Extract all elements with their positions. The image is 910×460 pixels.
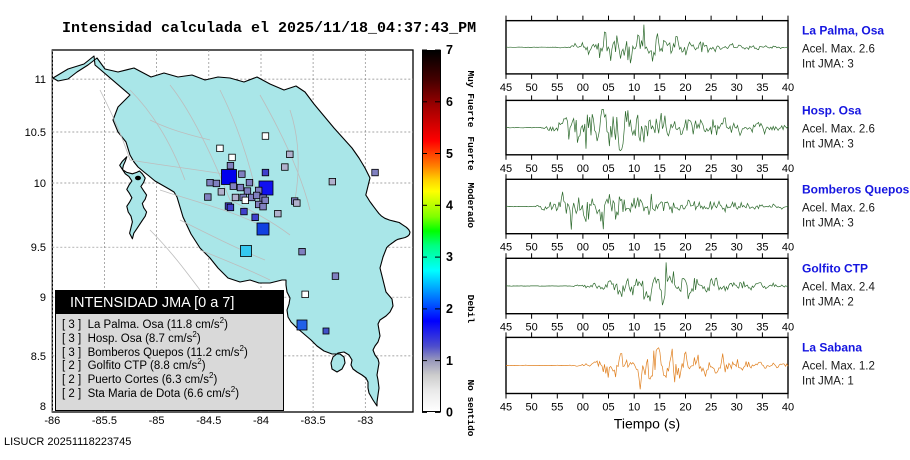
svg-text:35: 35 (756, 402, 768, 414)
svg-text:30: 30 (731, 402, 743, 414)
svg-text:35: 35 (756, 82, 768, 94)
svg-text:50: 50 (525, 322, 537, 334)
svg-text:50: 50 (525, 163, 537, 175)
svg-text:15: 15 (654, 163, 666, 175)
svg-text:40: 40 (782, 242, 794, 254)
svg-text:10: 10 (628, 163, 640, 175)
svg-text:05: 05 (602, 402, 614, 414)
svg-text:Golfito CTP: Golfito CTP (802, 261, 868, 275)
svg-text:25: 25 (705, 82, 717, 94)
svg-text:05: 05 (602, 163, 614, 175)
svg-text:00: 00 (577, 163, 589, 175)
svg-text:10: 10 (628, 402, 640, 414)
svg-text:55: 55 (551, 402, 563, 414)
svg-text:20: 20 (679, 82, 691, 94)
svg-text:15: 15 (654, 322, 666, 334)
svg-text:35: 35 (756, 242, 768, 254)
svg-text:50: 50 (525, 82, 537, 94)
svg-text:15: 15 (654, 242, 666, 254)
svg-text:20: 20 (679, 242, 691, 254)
svg-text:40: 40 (782, 402, 794, 414)
svg-text:Int JMA: 3: Int JMA: 3 (802, 217, 854, 229)
svg-text:Acel. Max. 2.4: Acel. Max. 2.4 (802, 281, 875, 293)
svg-text:35: 35 (756, 163, 768, 175)
svg-text:40: 40 (782, 82, 794, 94)
svg-text:00: 00 (577, 322, 589, 334)
svg-text:Int JMA: 3: Int JMA: 3 (802, 138, 854, 150)
svg-text:00: 00 (577, 82, 589, 94)
svg-text:10: 10 (628, 322, 640, 334)
svg-text:50: 50 (525, 242, 537, 254)
svg-text:40: 40 (782, 163, 794, 175)
svg-text:20: 20 (679, 402, 691, 414)
svg-text:Int JMA: 3: Int JMA: 3 (802, 59, 854, 71)
svg-text:15: 15 (654, 82, 666, 94)
svg-text:30: 30 (731, 163, 743, 175)
svg-text:25: 25 (705, 242, 717, 254)
svg-text:30: 30 (731, 322, 743, 334)
svg-text:50: 50 (525, 402, 537, 414)
svg-text:05: 05 (602, 322, 614, 334)
svg-text:00: 00 (577, 242, 589, 254)
svg-text:05: 05 (602, 82, 614, 94)
svg-text:55: 55 (551, 163, 563, 175)
svg-text:Acel. Max. 1.2: Acel. Max. 1.2 (802, 360, 875, 372)
svg-text:40: 40 (782, 322, 794, 334)
svg-text:45: 45 (500, 402, 512, 414)
svg-text:20: 20 (679, 322, 691, 334)
svg-text:10: 10 (628, 82, 640, 94)
svg-text:La Sabana: La Sabana (802, 340, 862, 354)
svg-text:25: 25 (705, 322, 717, 334)
svg-text:35: 35 (756, 322, 768, 334)
svg-text:Tiempo (s): Tiempo (s) (614, 416, 680, 432)
svg-text:Int JMA: 1: Int JMA: 1 (802, 375, 854, 387)
svg-text:20: 20 (679, 163, 691, 175)
svg-text:00: 00 (577, 402, 589, 414)
svg-text:25: 25 (705, 402, 717, 414)
svg-text:55: 55 (551, 322, 563, 334)
svg-text:45: 45 (500, 163, 512, 175)
svg-text:Bomberos Quepos: Bomberos Quepos (802, 182, 910, 196)
svg-text:Int JMA: 2: Int JMA: 2 (802, 296, 854, 308)
svg-text:10: 10 (628, 242, 640, 254)
svg-text:25: 25 (705, 163, 717, 175)
svg-text:Acel. Max. 2.6: Acel. Max. 2.6 (802, 123, 875, 135)
svg-text:05: 05 (602, 242, 614, 254)
svg-text:45: 45 (500, 242, 512, 254)
svg-text:30: 30 (731, 242, 743, 254)
svg-text:55: 55 (551, 82, 563, 94)
svg-text:15: 15 (654, 402, 666, 414)
svg-text:La Palma, Osa: La Palma, Osa (802, 24, 884, 38)
svg-text:Acel. Max. 2.6: Acel. Max. 2.6 (802, 44, 875, 56)
svg-text:45: 45 (500, 82, 512, 94)
svg-text:30: 30 (731, 82, 743, 94)
svg-text:Hosp. Osa: Hosp. Osa (802, 103, 862, 117)
svg-text:Acel. Max. 2.6: Acel. Max. 2.6 (802, 202, 875, 214)
svg-text:55: 55 (551, 242, 563, 254)
svg-text:45: 45 (500, 322, 512, 334)
